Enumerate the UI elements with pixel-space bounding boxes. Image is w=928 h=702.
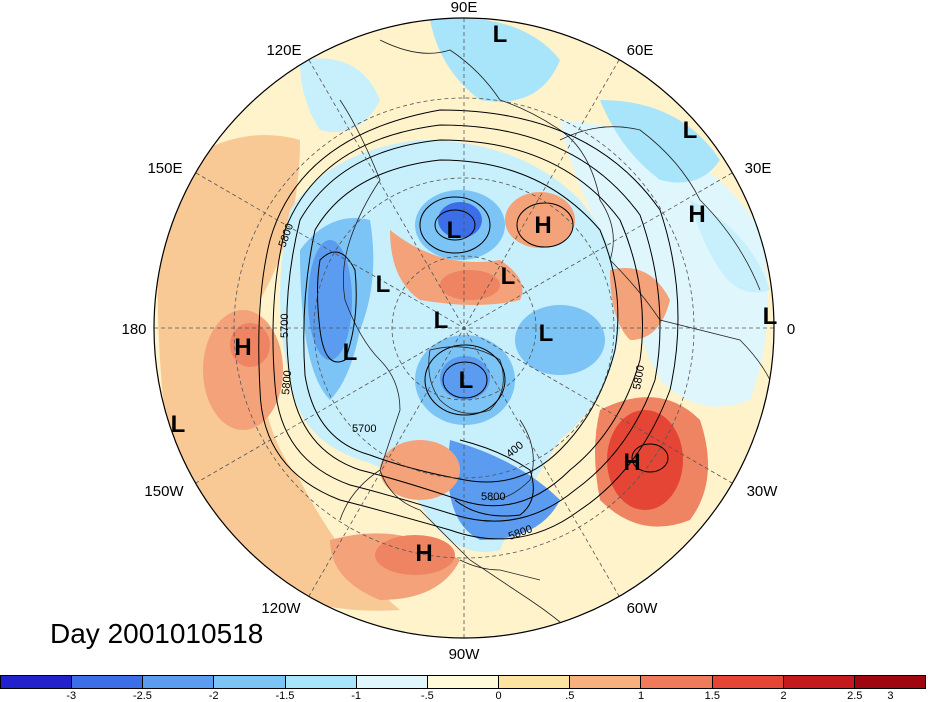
low-center-label: L: [434, 307, 449, 334]
low-center-label: L: [343, 339, 358, 366]
low-center-label: L: [171, 411, 186, 438]
high-center-label: H: [534, 212, 551, 239]
colorbar-tick-label: -2: [208, 690, 219, 702]
colorbar-tick-label: 2.5: [847, 690, 863, 702]
colorbar-tick-label: -1.5: [275, 690, 295, 702]
colorbar-tick-label: .5: [565, 690, 575, 702]
colorbar-tick-label: 3: [887, 690, 894, 702]
graticule: [154, 18, 774, 638]
contour-label: 5800: [481, 491, 505, 503]
colorbar-swatch: [285, 676, 357, 688]
height-contours: [258, 109, 679, 540]
lon-label-60e: 60E: [627, 42, 654, 59]
lon-label-180: 180: [121, 321, 146, 338]
colorbar-tick-label: 0: [495, 690, 502, 702]
lon-label-90w: 90W: [449, 646, 481, 663]
high-center-label: H: [415, 540, 432, 567]
contour-label: 5800: [631, 364, 647, 390]
colorbar-swatch: [72, 676, 144, 688]
contour-label: 5700: [279, 314, 291, 338]
colorbar-tick-label: -.5: [420, 690, 434, 702]
colorbar-tick-label: -1: [351, 690, 362, 702]
colorbar-tick-label: -3: [66, 690, 77, 702]
high-center-label: H: [234, 334, 251, 361]
lon-label-120w: 120W: [261, 600, 301, 617]
colorbar-tick-label: 1.5: [704, 690, 720, 702]
colorbar-swatch: [356, 676, 428, 688]
contour-label: 5800: [280, 370, 294, 395]
low-center-label: L: [683, 117, 698, 144]
low-center-label: L: [763, 303, 778, 330]
lon-label-0: 0: [787, 321, 795, 338]
coastlines: [339, 39, 771, 638]
polar-map: 90E 60E 30E 0 30W 60W 90W 120W 150W 180 …: [121, 0, 795, 663]
colorbar-swatch: [1, 676, 73, 688]
low-center-label: L: [376, 271, 391, 298]
high-center-label: H: [623, 449, 640, 476]
map-title: Day 2001010518: [50, 618, 264, 649]
colorbar-swatch: [712, 676, 784, 688]
map-boundary: [153, 17, 775, 639]
low-center-label: L: [447, 217, 462, 244]
colorbar-tick-label: 1: [638, 690, 645, 702]
colorbar-tick-label: 2: [780, 690, 787, 702]
low-center-label: L: [493, 21, 508, 48]
lon-label-60w: 60W: [627, 600, 659, 617]
colorbar-swatch: [641, 676, 713, 688]
colorbar-swatch: [143, 676, 215, 688]
low-center-label: L: [459, 367, 474, 394]
colorbar-swatch: [570, 676, 642, 688]
colorbar-swatch: [427, 676, 500, 688]
lon-label-90e: 90E: [451, 0, 478, 16]
colorbar-swatch: [214, 676, 286, 688]
colorbar-tick-labels: -3 -2.5 -2 -1.5 -1 -.5 0 .5 1 1.5 2 2.5 3: [0, 690, 928, 702]
colorbar-tick-label: -2.5: [132, 690, 152, 702]
colorbar-swatch: [854, 676, 926, 688]
pressure-centers: L L H L H L L L L L L H L L H H: [171, 21, 778, 567]
longitude-labels: 90E 60E 30E 0 30W 60W 90W 120W 150W 180 …: [121, 0, 795, 663]
lon-label-120e: 120E: [266, 42, 301, 59]
lon-label-150w: 150W: [144, 483, 184, 500]
lon-label-30w: 30W: [747, 483, 779, 500]
colorbar: [0, 675, 926, 689]
contour-label: 5700: [352, 423, 376, 435]
lon-label-150e: 150E: [147, 160, 182, 177]
anomaly-field: [154, 18, 774, 638]
colorbar-swatch: [783, 676, 855, 688]
low-center-label: L: [539, 320, 554, 347]
lon-label-30e: 30E: [745, 160, 772, 177]
colorbar-swatch: [499, 676, 571, 688]
low-center-label: L: [501, 263, 516, 290]
high-center-label: H: [688, 201, 705, 228]
